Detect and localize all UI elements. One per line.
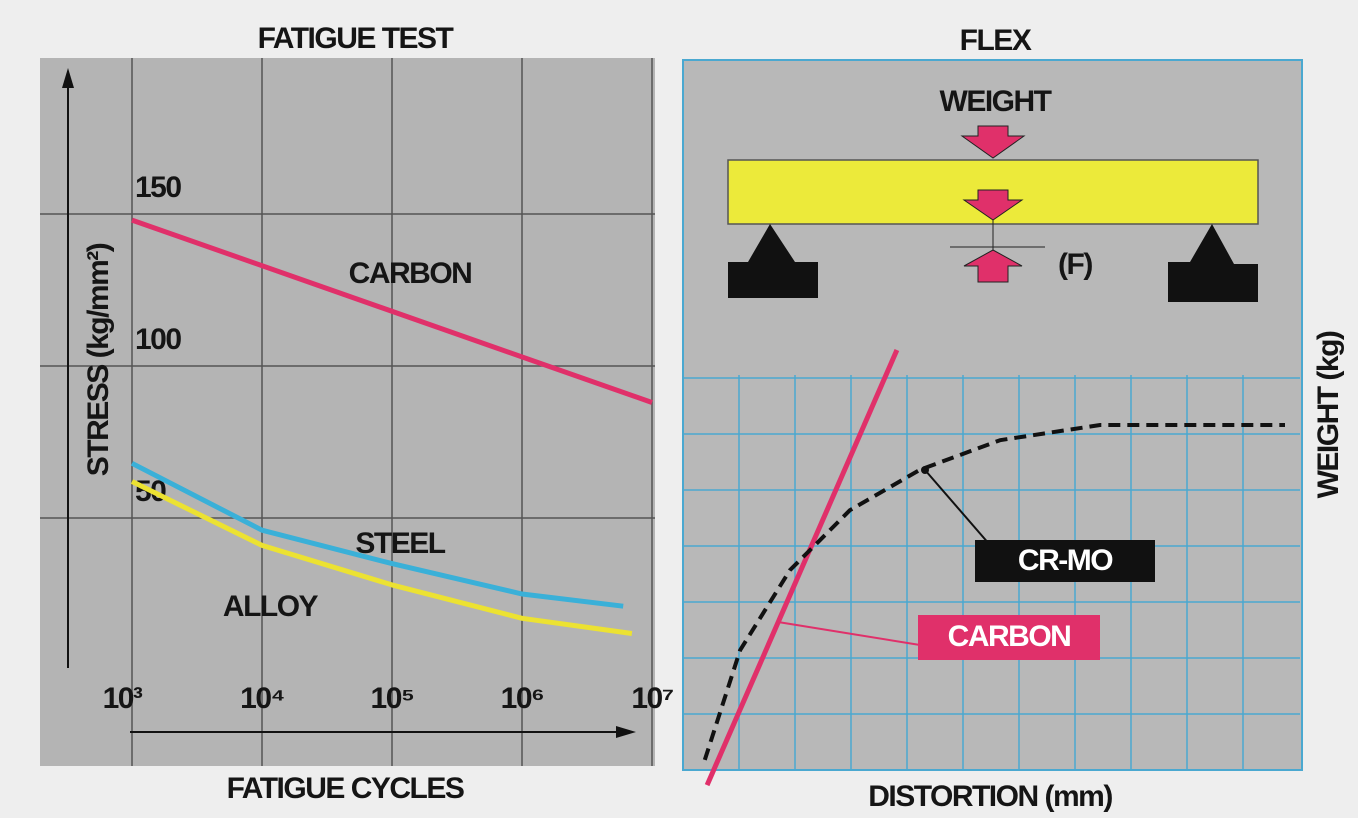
- y-tick-label: 100: [135, 323, 181, 356]
- legend-label: CR-MO: [1018, 544, 1113, 577]
- x-axis-label: DISTORTION (mm): [868, 780, 1112, 813]
- x-tick-label: 10⁶: [501, 682, 544, 715]
- x-tick-label: 10⁴: [240, 682, 284, 715]
- x-tick-label: 10⁵: [371, 682, 414, 715]
- x-tick-label: 10⁷: [631, 682, 673, 715]
- y-axis-label: STRESS (kg/mm²): [82, 243, 115, 476]
- chart-title: FATIGUE TEST: [258, 22, 454, 55]
- legend-label: CARBON: [948, 620, 1071, 653]
- connector-dot: [921, 466, 929, 474]
- x-axis-label: FATIGUE CYCLES: [227, 772, 464, 805]
- diagram-label: (F): [1058, 248, 1092, 281]
- y-axis-label: WEIGHT (kg): [1312, 331, 1345, 498]
- series-label: ALLOY: [223, 590, 319, 623]
- chart-title: FLEX: [960, 24, 1032, 57]
- series-label: CARBON: [349, 257, 472, 290]
- x-tick-label: 10³: [103, 682, 143, 715]
- y-tick-label: 150: [135, 171, 181, 204]
- page: 10³10⁴10⁵10⁶10⁷50100150 WEIGHT (F) FATIG…: [0, 0, 1358, 818]
- series-label: STEEL: [355, 527, 445, 560]
- diagram-label: WEIGHT: [940, 85, 1052, 118]
